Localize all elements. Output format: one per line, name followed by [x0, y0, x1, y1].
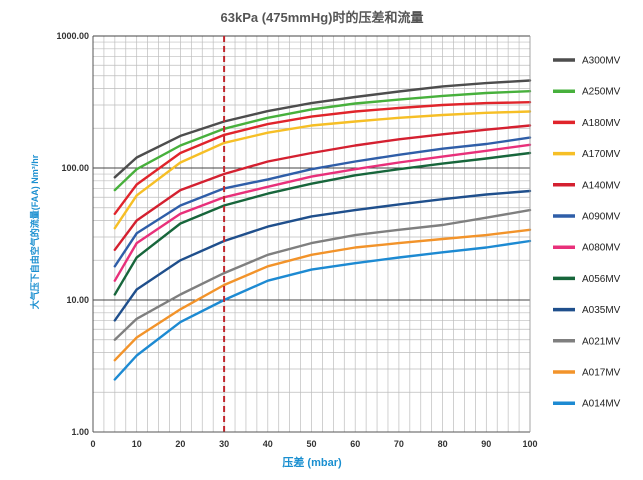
legend-label: A300MV [582, 56, 621, 67]
legend-item: A140MV [553, 180, 621, 191]
x-axis-label: 压差 (mbar) [282, 455, 342, 469]
series-line-a300mv [113, 79, 532, 179]
legend-label: A035MV [582, 305, 621, 316]
x-tick-label: 40 [263, 439, 273, 449]
x-tick-label: 90 [481, 439, 491, 449]
legend-label: A140MV [582, 180, 621, 191]
legend-item: A090MV [553, 212, 621, 223]
y-tick-labels: 1.00 10.00 100.00 1000.00 [56, 31, 89, 437]
series-line-a250mv [113, 89, 532, 192]
legend-item: A035MV [553, 305, 621, 316]
y-tick-label: 10.00 [66, 295, 89, 305]
legend-label: A090MV [582, 212, 621, 223]
grid [92, 35, 531, 433]
y-tick-label: 1.00 [71, 427, 89, 437]
series-line-a080mv [113, 143, 532, 282]
x-tick-label: 30 [219, 439, 229, 449]
series-line-a056mv [113, 151, 532, 296]
legend-label: A056MV [582, 274, 621, 285]
legend-item: A170MV [553, 149, 621, 160]
legend-label: A170MV [582, 149, 621, 160]
axes [92, 36, 531, 433]
legend-item: A056MV [553, 274, 621, 285]
x-tick-label: 70 [394, 439, 404, 449]
x-tick-label: 0 [90, 439, 95, 449]
legend-item: A080MV [553, 243, 621, 254]
series-line-a017mv [113, 228, 532, 362]
legend-label: A021MV [582, 336, 621, 347]
legend-label: A014MV [582, 399, 621, 410]
series-line-a140mv [113, 124, 532, 252]
legend-item: A250MV [553, 87, 621, 98]
series-line-a021mv [113, 208, 532, 341]
legend-label: A180MV [582, 118, 621, 129]
x-tick-label: 20 [175, 439, 185, 449]
x-tick-label: 10 [132, 439, 142, 449]
legend: A300MV A250MV A180MV A170MV A140MV A090MV A080… [553, 56, 621, 410]
y-tick-label: 100.00 [61, 163, 89, 173]
series-line-a170mv [113, 110, 532, 230]
x-tick-label: 60 [350, 439, 360, 449]
chart-title: 63kPa (475mmHg)时的压差和流量 [221, 10, 424, 25]
legend-label: A250MV [582, 87, 621, 98]
x-tick-label: 80 [438, 439, 448, 449]
series-line-a014mv [113, 239, 532, 381]
series-line-a180mv [113, 100, 532, 216]
legend-item: A300MV [553, 56, 621, 67]
series-line-a035mv [113, 189, 532, 322]
y-axis-label: 大气压下自由空气的流量(FAA) Nm³/hr [29, 154, 40, 309]
y-tick-label: 1000.00 [56, 31, 89, 41]
legend-item: A014MV [553, 399, 621, 410]
legend-label: A080MV [582, 243, 621, 254]
series-line-a090mv [113, 136, 532, 268]
legend-label: A017MV [582, 368, 621, 379]
legend-item: A021MV [553, 336, 621, 347]
x-tick-label: 50 [306, 439, 316, 449]
x-tick-label: 100 [522, 439, 537, 449]
series-lines [113, 79, 532, 381]
legend-item: A180MV [553, 118, 621, 129]
x-tick-labels: 0 10 20 30 40 50 60 70 80 90 100 [90, 439, 537, 449]
legend-item: A017MV [553, 368, 621, 379]
